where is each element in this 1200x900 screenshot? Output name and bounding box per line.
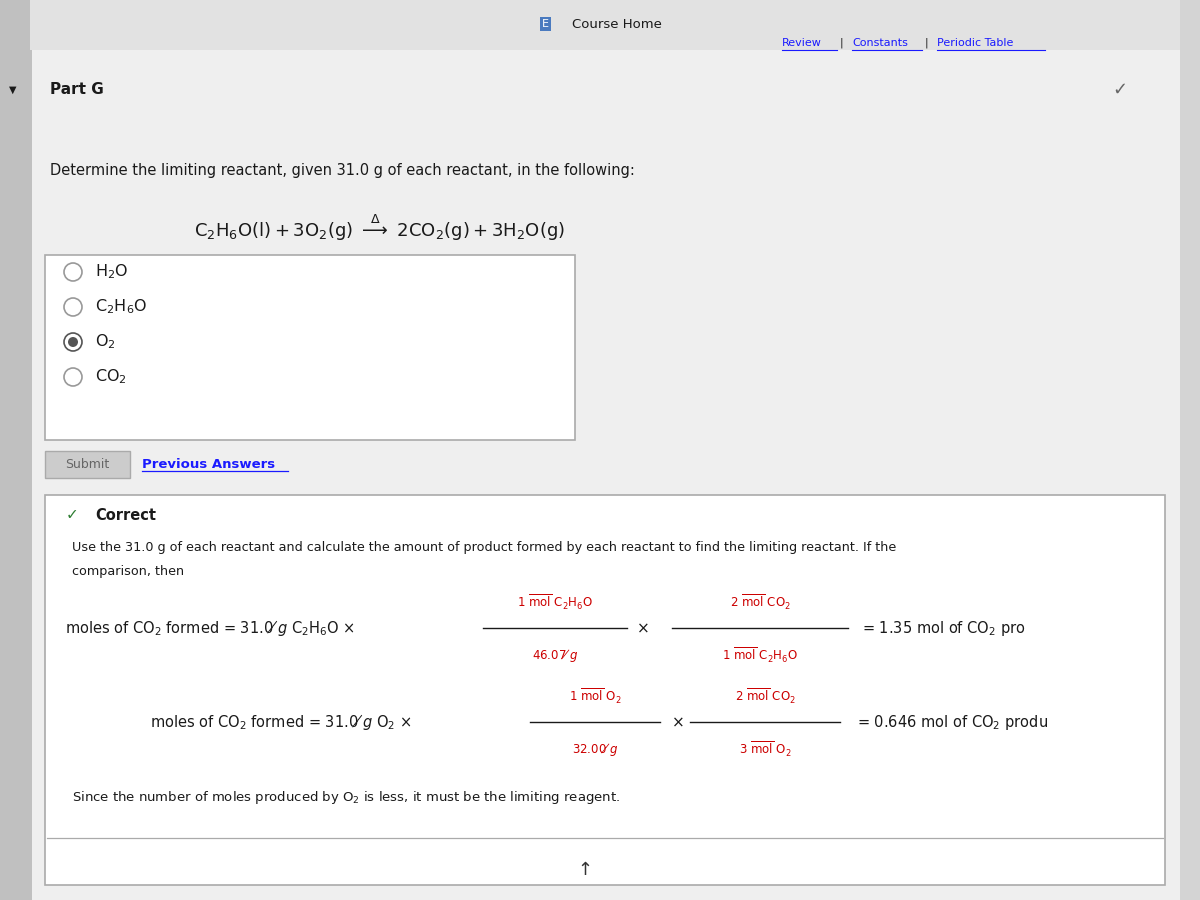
- Circle shape: [64, 333, 82, 351]
- Text: $\mathrm{O_2}$: $\mathrm{O_2}$: [95, 333, 115, 351]
- Text: ✓: ✓: [66, 508, 78, 523]
- Text: 2 $\overline{\mathrm{mol}}$ $\mathrm{CO_2}$: 2 $\overline{\mathrm{mol}}$ $\mathrm{CO_…: [730, 592, 791, 611]
- Text: Course Home: Course Home: [572, 17, 662, 31]
- Text: E: E: [541, 19, 548, 29]
- FancyBboxPatch shape: [46, 451, 130, 478]
- Text: $\times$: $\times$: [636, 620, 648, 635]
- Text: ▼: ▼: [10, 85, 17, 95]
- Text: $\mathrm{H_2O}$: $\mathrm{H_2O}$: [95, 263, 128, 282]
- Text: 3 $\overline{\mathrm{mol}}$ $\mathrm{O_2}$: 3 $\overline{\mathrm{mol}}$ $\mathrm{O_2…: [739, 740, 791, 759]
- Circle shape: [64, 263, 82, 281]
- Text: 46.07 $\not{g}$: 46.07 $\not{g}$: [532, 646, 578, 663]
- Text: $\mathrm{CO_2}$: $\mathrm{CO_2}$: [95, 367, 127, 386]
- FancyBboxPatch shape: [30, 0, 1180, 900]
- Text: Review: Review: [782, 38, 822, 48]
- Text: $\times$: $\times$: [671, 715, 683, 730]
- Text: Part G: Part G: [50, 83, 103, 97]
- Text: Constants: Constants: [852, 38, 908, 48]
- FancyBboxPatch shape: [46, 255, 575, 440]
- Text: = 0.646 mol of $\mathrm{CO_2}$ produ: = 0.646 mol of $\mathrm{CO_2}$ produ: [857, 713, 1048, 732]
- Text: ↑: ↑: [577, 861, 593, 879]
- Text: $\mathrm{C_2H_6O}$: $\mathrm{C_2H_6O}$: [95, 298, 148, 317]
- Text: ✓: ✓: [1112, 81, 1128, 99]
- FancyBboxPatch shape: [46, 495, 1165, 885]
- Circle shape: [64, 368, 82, 386]
- Text: moles of $\mathrm{CO_2}$ formed = 31.0 $\not{g}$ $\mathrm{C_2H_6O}$ $\times$: moles of $\mathrm{CO_2}$ formed = 31.0 $…: [65, 618, 355, 638]
- Text: Correct: Correct: [95, 508, 156, 523]
- Text: Determine the limiting reactant, given 31.0 g of each reactant, in the following: Determine the limiting reactant, given 3…: [50, 163, 635, 177]
- Circle shape: [68, 337, 78, 347]
- Text: moles of $\mathrm{CO_2}$ formed = 31.0 $\not{g}$ $\mathrm{O_2}$ $\times$: moles of $\mathrm{CO_2}$ formed = 31.0 $…: [150, 712, 412, 732]
- Text: comparison, then: comparison, then: [72, 565, 184, 579]
- Text: Use the 31.0 g of each reactant and calculate the amount of product formed by ea: Use the 31.0 g of each reactant and calc…: [72, 542, 896, 554]
- Text: Periodic Table: Periodic Table: [937, 38, 1013, 48]
- Circle shape: [64, 298, 82, 316]
- Text: Previous Answers: Previous Answers: [142, 458, 275, 471]
- Text: Submit: Submit: [65, 458, 109, 471]
- Text: 2 $\overline{\mathrm{mol}}$ $\mathrm{CO_2}$: 2 $\overline{\mathrm{mol}}$ $\mathrm{CO_…: [734, 687, 796, 706]
- Text: 1 $\overline{\mathrm{mol}}$ $\mathrm{C_2H_6O}$: 1 $\overline{\mathrm{mol}}$ $\mathrm{C_2…: [517, 592, 593, 611]
- Text: Since the number of moles produced by $\mathrm{O_2}$ is less, it must be the lim: Since the number of moles produced by $\…: [72, 788, 620, 806]
- FancyBboxPatch shape: [0, 0, 32, 900]
- Text: 1 $\overline{\mathrm{mol}}$ $\mathrm{C_2H_6O}$: 1 $\overline{\mathrm{mol}}$ $\mathrm{C_2…: [722, 645, 798, 664]
- Text: = 1.35 mol of $\mathrm{CO_2}$ pro: = 1.35 mol of $\mathrm{CO_2}$ pro: [862, 618, 1026, 637]
- FancyBboxPatch shape: [30, 0, 1180, 50]
- Text: $\mathrm{C_2H_6O(l) + 3O_2(g)}$ $\overset{\Delta}{\longrightarrow}$ $\mathrm{2CO: $\mathrm{C_2H_6O(l) + 3O_2(g)}$ $\overse…: [194, 212, 565, 243]
- Text: |: |: [925, 38, 929, 49]
- Text: |: |: [840, 38, 844, 49]
- Text: 32.00 $\not{g}$: 32.00 $\not{g}$: [572, 741, 618, 758]
- Text: 1 $\overline{\mathrm{mol}}$ $\mathrm{O_2}$: 1 $\overline{\mathrm{mol}}$ $\mathrm{O_2…: [569, 687, 622, 706]
